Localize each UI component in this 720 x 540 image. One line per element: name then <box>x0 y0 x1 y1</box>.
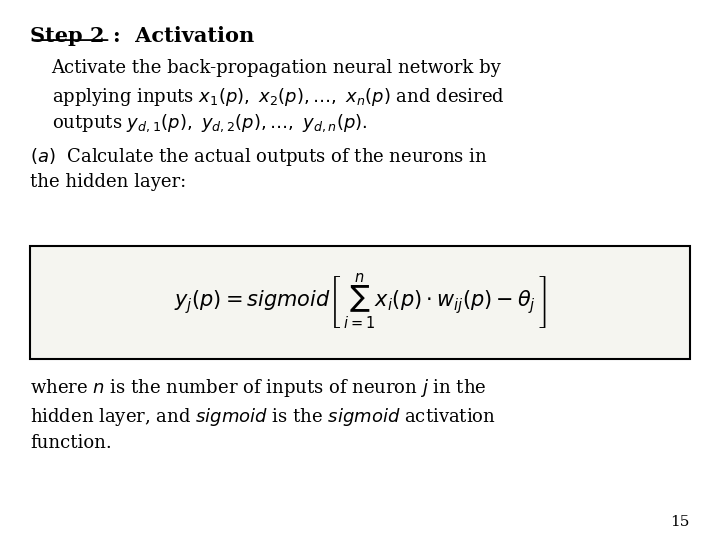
Text: $y_j(p) = sigmoid\left[\,\sum_{i=1}^{n} x_i(p)\cdot w_{ij}(p)-\theta_j\,\right]$: $y_j(p) = sigmoid\left[\,\sum_{i=1}^{n} … <box>174 272 546 331</box>
Text: Activate the back-propagation neural network by: Activate the back-propagation neural net… <box>52 59 501 77</box>
Text: Step 2: Step 2 <box>30 25 104 45</box>
Text: outputs $y_{d,1}(p),\ y_{d,2}(p),\ldots,\ y_{d,n}(p).$: outputs $y_{d,1}(p),\ y_{d,2}(p),\ldots,… <box>52 113 367 134</box>
FancyBboxPatch shape <box>30 246 690 359</box>
Text: $(a)$  Calculate the actual outputs of the neurons in: $(a)$ Calculate the actual outputs of th… <box>30 146 488 168</box>
Text: where $n$ is the number of inputs of neuron $j$ in the: where $n$ is the number of inputs of neu… <box>30 377 487 400</box>
Text: 15: 15 <box>670 515 690 529</box>
Text: hidden layer, and $sigmoid$ is the $sigmoid$ activation: hidden layer, and $sigmoid$ is the $sigm… <box>30 406 496 428</box>
Text: function.: function. <box>30 434 112 453</box>
Text: applying inputs $x_1(p),\ x_2(p),\ldots,\ x_n(p)$ and desired: applying inputs $x_1(p),\ x_2(p),\ldots,… <box>52 86 505 108</box>
Text: :  Activation: : Activation <box>112 25 254 45</box>
Text: the hidden layer:: the hidden layer: <box>30 173 186 191</box>
